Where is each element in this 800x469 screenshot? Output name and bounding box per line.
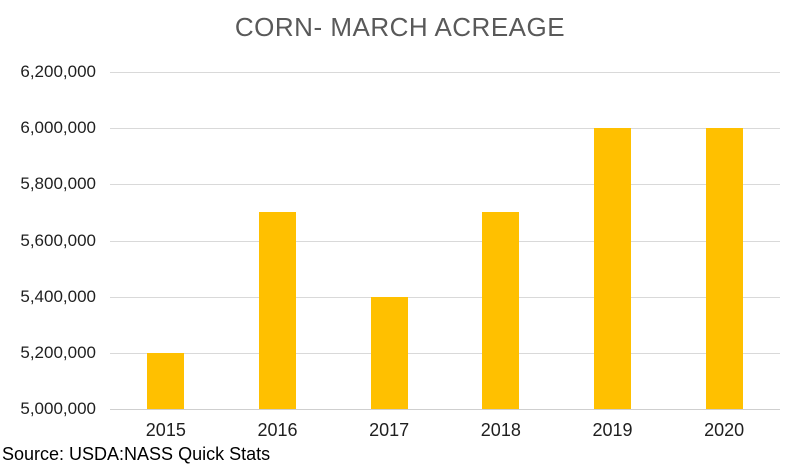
chart-title: CORN- MARCH ACREAGE <box>234 12 566 42</box>
y-tick-label: 6,000,000 <box>20 118 96 138</box>
x-axis-line <box>110 409 780 410</box>
bar-2018 <box>482 212 520 409</box>
gridline <box>110 352 780 354</box>
gridline <box>110 240 780 242</box>
y-tick-label: 5,600,000 <box>20 230 96 250</box>
gridline <box>110 184 780 186</box>
bar-2016 <box>259 212 296 409</box>
bar-2019 <box>594 128 631 409</box>
x-tick-label: 2019 <box>592 420 633 440</box>
gridline <box>110 296 780 298</box>
y-tick-label: 5,800,000 <box>20 174 96 194</box>
bar-2017 <box>370 296 408 409</box>
gridline <box>110 72 780 73</box>
x-tick-label: 2015 <box>145 420 186 440</box>
plot-area <box>110 72 780 410</box>
x-tick-label: 2016 <box>257 420 298 440</box>
x-tick-label: 2020 <box>704 420 745 440</box>
source-note: Source: USDA:NASS Quick Stats <box>2 444 271 464</box>
y-tick-label: 6,200,000 <box>20 62 96 81</box>
x-tick-label: 2018 <box>480 420 521 440</box>
y-tick-label: 5,200,000 <box>20 342 96 362</box>
x-tick-label: 2017 <box>369 420 410 440</box>
y-tick-label: 5,000,000 <box>20 399 96 418</box>
bar-2015 <box>147 352 185 409</box>
gridline <box>110 128 780 130</box>
y-tick-label: 5,400,000 <box>20 286 96 306</box>
bar-2020 <box>705 128 743 409</box>
